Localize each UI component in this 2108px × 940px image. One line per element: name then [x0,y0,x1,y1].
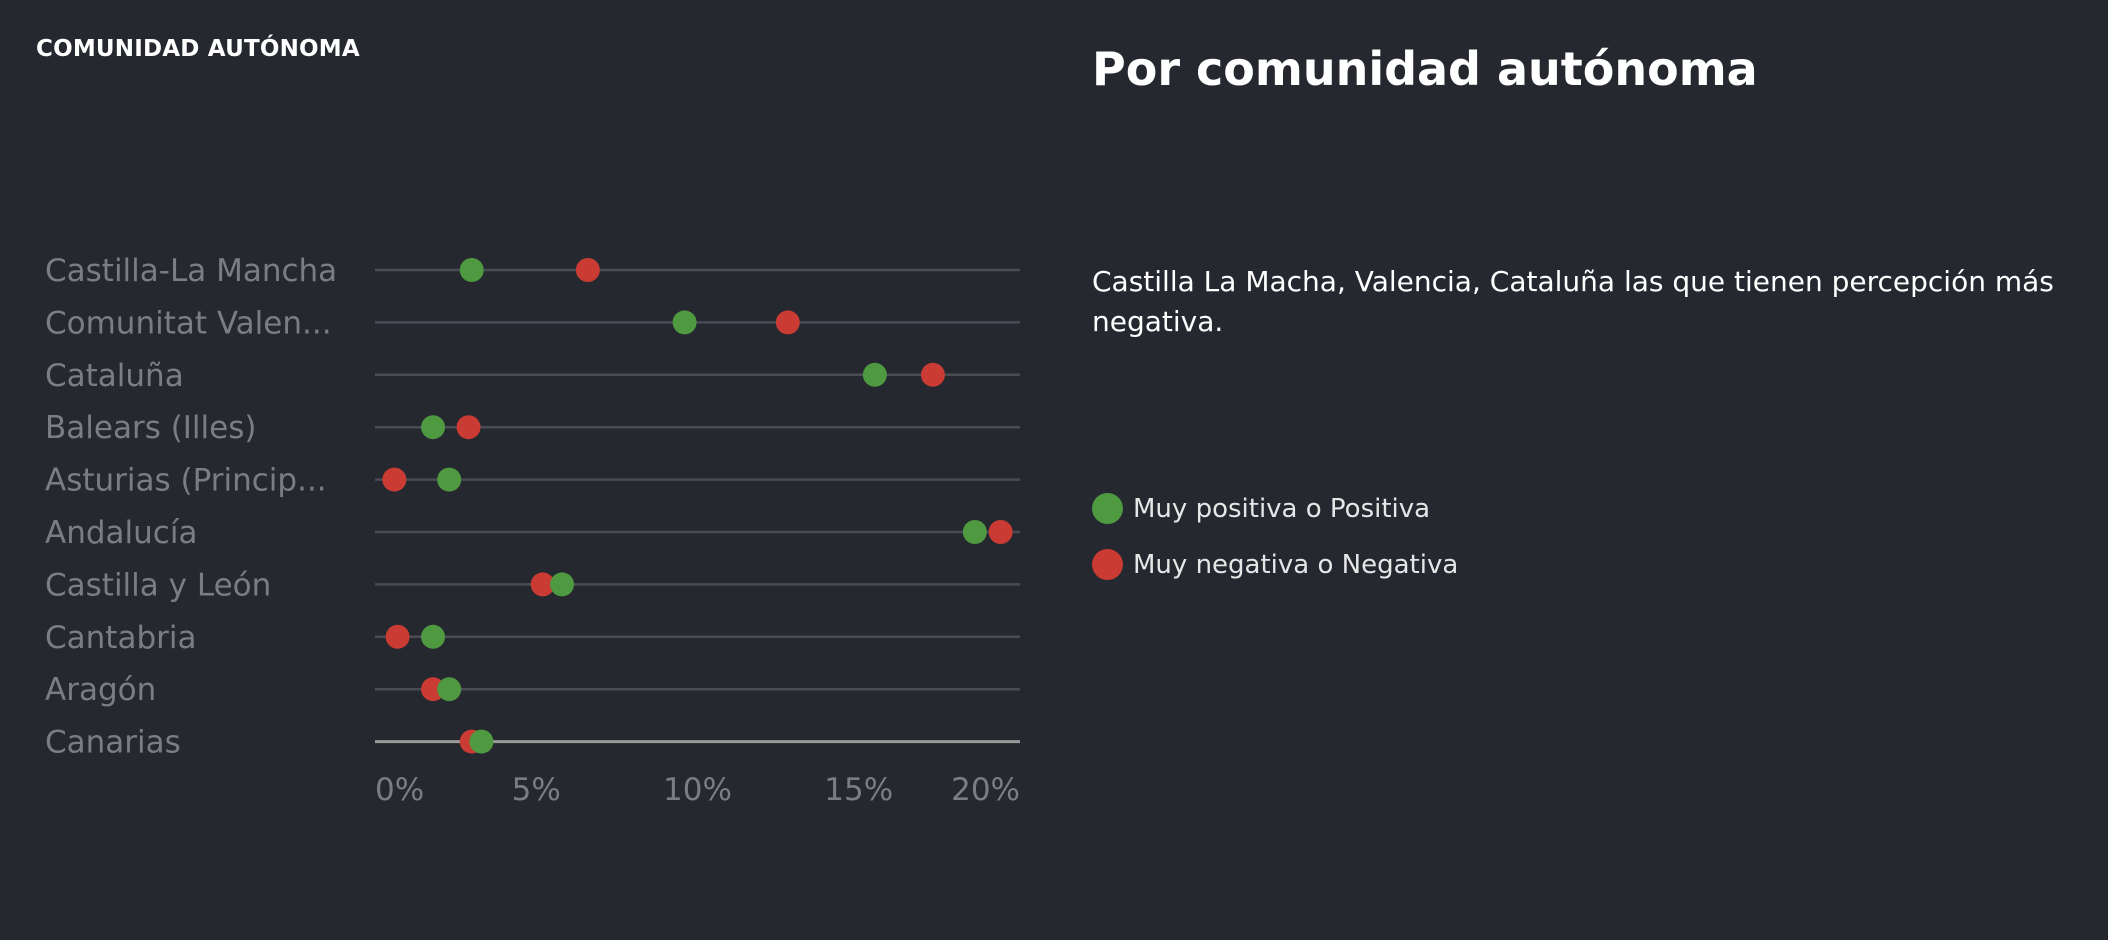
category-label: Andalucía [45,515,197,551]
panel-description: Castilla La Macha, Valencia, Cataluña la… [1092,265,2054,338]
dot-negative [530,572,555,597]
x-tick-label: 5% [512,772,561,808]
dot-negative [385,624,410,649]
category-label: Asturias (Princip... [45,463,327,499]
category-label: Canarias [45,725,181,761]
x-tick-label: 15% [824,772,893,808]
dot-positive [550,572,575,597]
dot-positive [962,520,987,544]
dot-negative [775,310,800,335]
category-label: Cantabria [45,620,196,656]
legend-label-positive: Muy positiva o Positiva [1133,493,1431,524]
section-label: COMUNIDAD AUTÓNOMA [36,36,360,62]
dot-negative [456,415,481,440]
dot-positive [862,362,887,387]
legend-label-negative: Muy negativa o Negativa [1133,549,1459,580]
category-label: Castilla-La Mancha [45,253,337,289]
dot-positive [672,310,697,335]
x-tick-label: 20% [951,772,1020,808]
dot-positive [421,624,446,649]
dot-positive [421,415,446,440]
dot-negative [988,520,1013,544]
legend-swatch-positive [1092,493,1123,524]
legend-item-negative: Muy negativa o Negativa [1092,549,1458,580]
dot-negative [920,362,945,387]
x-tick-label: 0% [375,772,424,808]
dot-positive [459,258,484,282]
category-label: Comunitat Valen... [45,305,332,341]
legend-item-positive: Muy positiva o Positiva [1092,493,1430,524]
legend-swatch-negative [1092,549,1123,580]
category-label: Cataluña [45,358,184,394]
dot-negative [575,258,600,282]
dot-negative [382,467,407,492]
dot-plot-chart: Castilla-La Mancha Comunitat Valen... Cata… [45,253,1020,808]
category-label: Balears (Illes) [45,410,256,446]
dot-positive [469,729,494,754]
category-label: Castilla y León [45,567,271,603]
dot-positive [437,467,462,492]
dot-positive [437,677,462,702]
category-label: Aragón [45,672,156,708]
panel-title: Por comunidad autónoma [1092,42,1758,96]
x-tick-label: 10% [663,772,732,808]
